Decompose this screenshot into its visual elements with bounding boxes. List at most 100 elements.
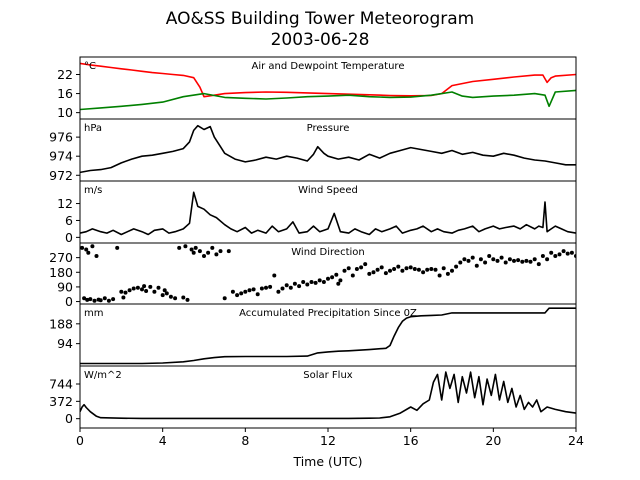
temperature-data <box>80 62 576 111</box>
data-point <box>164 291 169 296</box>
data-point <box>230 289 235 294</box>
data-point <box>226 249 231 254</box>
data-point <box>131 286 136 291</box>
solar_flux-unit-label: W/m^2 <box>84 370 122 381</box>
data-point <box>528 259 533 264</box>
data-point <box>181 295 186 300</box>
y-tick-label: 0 <box>65 230 73 245</box>
data-point <box>425 267 430 272</box>
pressure-panel-title: Pressure <box>307 123 350 134</box>
data-point <box>284 283 289 288</box>
data-point <box>553 254 558 258</box>
wind_direction-series-0 <box>80 244 576 303</box>
data-point <box>86 250 91 255</box>
data-point <box>412 267 417 271</box>
data-point <box>359 265 364 270</box>
data-point <box>346 266 351 271</box>
data-point <box>135 285 140 290</box>
data-point <box>512 258 516 263</box>
data-point <box>84 247 89 252</box>
data-point <box>416 267 421 272</box>
data-point <box>243 289 248 294</box>
data-point <box>565 251 570 256</box>
data-point <box>536 262 541 267</box>
data-point <box>272 273 277 278</box>
data-point <box>80 245 85 250</box>
y-tick-label: 12 <box>57 196 73 211</box>
temperature-panel-title: Air and Dewpoint Temperature <box>252 61 405 72</box>
data-point <box>450 268 454 273</box>
data-point <box>144 289 149 293</box>
data-point <box>524 258 529 263</box>
data-point <box>239 291 244 296</box>
precipitation-unit-label: mm <box>84 308 103 319</box>
pressure-unit-label: hPa <box>84 123 102 134</box>
data-point <box>177 245 182 250</box>
data-point <box>218 249 223 254</box>
wind_direction-panel-title: Wind Direction <box>291 247 365 258</box>
data-point <box>152 289 157 294</box>
data-point <box>235 293 240 298</box>
data-point <box>383 271 388 276</box>
data-point <box>313 280 318 285</box>
data-point <box>255 292 260 297</box>
data-point <box>363 262 368 267</box>
data-point <box>392 267 397 271</box>
solar_flux-data <box>80 371 576 420</box>
data-point <box>173 296 178 301</box>
x-tick-label: 16 <box>403 433 419 448</box>
data-point <box>90 244 95 249</box>
data-point <box>305 282 310 287</box>
data-point <box>88 297 93 302</box>
data-point <box>259 286 264 291</box>
data-point <box>483 260 488 265</box>
data-point <box>268 284 273 289</box>
data-point <box>251 287 256 292</box>
data-point <box>85 297 90 302</box>
data-point <box>466 258 471 263</box>
data-point <box>202 254 206 258</box>
data-point <box>321 280 326 284</box>
data-point <box>185 297 190 302</box>
data-point <box>121 295 126 300</box>
y-tick-label: 16 <box>57 86 73 101</box>
data-point <box>317 278 322 283</box>
data-point <box>94 254 99 258</box>
x-axis: 0 4 8 12 16 20 24 <box>76 428 584 448</box>
data-point <box>162 288 167 293</box>
y-tick-label: 90 <box>57 279 73 294</box>
data-point <box>276 289 281 294</box>
x-tick-label: 24 <box>568 433 584 448</box>
data-point <box>470 255 475 260</box>
data-point <box>106 298 111 303</box>
data-point <box>160 293 165 298</box>
data-point <box>214 252 219 257</box>
data-point <box>127 288 132 293</box>
data-point <box>429 267 434 271</box>
data-point <box>119 289 124 294</box>
panel-pressure: 972 974 976 hPa Pressure <box>49 118 577 183</box>
data-point <box>354 267 359 271</box>
data-point <box>540 254 545 258</box>
data-point <box>280 286 285 291</box>
wind_speed-series-0-line <box>80 191 576 236</box>
data-point <box>491 257 496 262</box>
y-tick-label: 0 <box>65 294 73 309</box>
data-point <box>156 285 161 290</box>
data-point <box>396 264 401 269</box>
data-point <box>297 284 302 289</box>
data-point <box>400 268 405 273</box>
data-point <box>342 268 347 273</box>
data-point <box>336 281 341 286</box>
data-point <box>388 268 392 273</box>
data-point <box>193 245 198 250</box>
data-point <box>487 254 492 258</box>
data-point <box>222 296 227 301</box>
data-point <box>371 270 376 275</box>
y-tick-label: 180 <box>49 265 73 280</box>
data-point <box>421 270 426 275</box>
data-point <box>454 264 459 269</box>
temperature-series-0-line <box>80 62 576 98</box>
